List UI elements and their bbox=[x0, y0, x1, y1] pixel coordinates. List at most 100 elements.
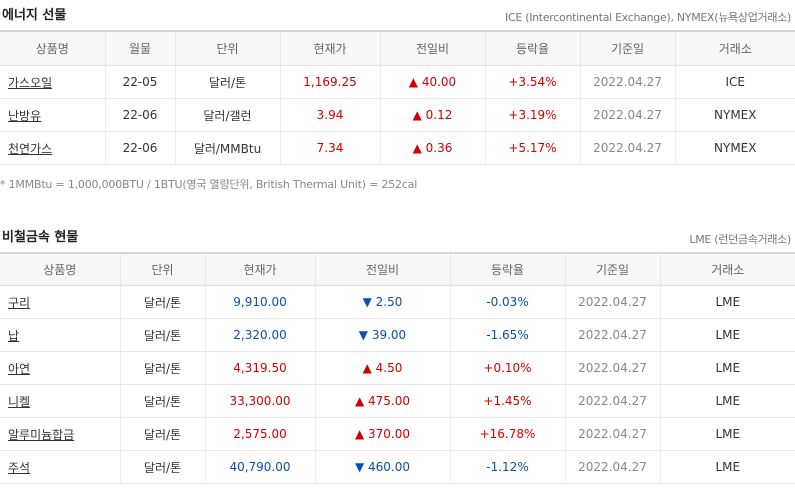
cell-text: LME bbox=[715, 295, 741, 309]
table-cell: 아연 bbox=[0, 351, 120, 385]
table-row: 니켈 달러/톤 33,300.00 ▲ 475.00 +1.45% 2022.04.27 L… bbox=[0, 384, 795, 418]
cell-text: LME bbox=[715, 361, 741, 375]
table-cell: 달러/톤 bbox=[174, 65, 280, 99]
table-cell: +1.45% bbox=[449, 384, 565, 418]
cell-text: NYMEX bbox=[714, 141, 757, 155]
table-row: 가스오일 22-05 달러/톤 1,169.25 ▲ 40.00 +3.54% 2022.0… bbox=[0, 65, 795, 99]
product-link[interactable]: 구리 bbox=[8, 295, 31, 310]
product-link[interactable]: 가스오일 bbox=[8, 75, 53, 90]
table-cell: ICE bbox=[674, 65, 795, 99]
product-link[interactable]: 알루미늄합금 bbox=[8, 427, 75, 442]
table-cell: 9,910.00 bbox=[204, 285, 315, 319]
column-header: 등락율 bbox=[449, 253, 565, 286]
footnote: * 1MMBtu = 1,000,000BTU / 1BTU(영국 열량단위, … bbox=[0, 178, 418, 191]
cell-text: LME bbox=[715, 427, 741, 441]
table-cell: 2022.04.27 bbox=[579, 98, 675, 132]
cell-text: 달러/톤 bbox=[143, 394, 182, 409]
column-header: 전일비 bbox=[314, 253, 450, 286]
product-link[interactable]: 난방유 bbox=[8, 108, 42, 123]
table-cell: 달러/톤 bbox=[119, 318, 205, 352]
energy-table: 상품명 월물 단위 현재가 전일비 등락율 기준일 거래소 가스오일 22-05 달러/톤 1,169… bbox=[0, 30, 795, 165]
cell-text: ▲ 370.00 bbox=[354, 427, 411, 441]
cell-text: -1.12% bbox=[486, 460, 529, 474]
table-cell: 2,320.00 bbox=[204, 318, 315, 352]
table-cell: 달러/MMBtu bbox=[174, 131, 280, 165]
table-cell: NYMEX bbox=[674, 98, 795, 132]
table-cell: 달러/톤 bbox=[119, 285, 205, 319]
cell-text: ▼ 2.50 bbox=[362, 295, 403, 309]
table-row: 난방유 22-06 달러/갤런 3.94 ▲ 0.12 +3.19% 2022.04.27 N… bbox=[0, 98, 795, 132]
table-cell: 달러/톤 bbox=[119, 450, 205, 484]
product-link[interactable]: 천연가스 bbox=[8, 141, 53, 156]
cell-text: 달러/톤 bbox=[143, 460, 182, 475]
cell-text: +3.54% bbox=[508, 75, 557, 89]
column-header: 등락율 bbox=[484, 31, 580, 66]
cell-text: ▼ 460.00 bbox=[354, 460, 411, 474]
table-cell: LME bbox=[659, 285, 795, 319]
table-cell: LME bbox=[659, 417, 795, 451]
cell-text: +1.45% bbox=[483, 394, 532, 408]
table-cell: 납 bbox=[0, 318, 120, 352]
table-cell: NYMEX bbox=[674, 131, 795, 165]
column-header: 월물 bbox=[104, 31, 175, 66]
table-cell: 2022.04.27 bbox=[564, 318, 660, 352]
table-cell: 33,300.00 bbox=[204, 384, 315, 418]
table-cell: 알루미늄합금 bbox=[0, 417, 120, 451]
table-cell: 2022.04.27 bbox=[579, 65, 675, 99]
table-cell: 달러/톤 bbox=[119, 351, 205, 385]
table-cell: 2022.04.27 bbox=[579, 131, 675, 165]
cell-text: 2,320.00 bbox=[233, 328, 287, 342]
cell-text: ▲ 0.12 bbox=[412, 108, 453, 122]
product-link[interactable]: 납 bbox=[8, 328, 20, 343]
table-row: 주석 달러/톤 40,790.00 ▼ 460.00 -1.12% 2022.04.27 L… bbox=[0, 450, 795, 484]
cell-text: 달러/톤 bbox=[208, 75, 247, 90]
cell-text: ▲ 475.00 bbox=[354, 394, 411, 408]
table-cell: 구리 bbox=[0, 285, 120, 319]
section-title: 에너지 선물 bbox=[2, 8, 67, 23]
table-cell: +3.54% bbox=[484, 65, 580, 99]
cell-text: LME bbox=[715, 394, 741, 408]
table-cell: 7.34 bbox=[279, 131, 380, 165]
table-cell: ▼ 39.00 bbox=[314, 318, 450, 352]
cell-text: 22-06 bbox=[122, 108, 158, 122]
column-header: 현재가 bbox=[204, 253, 315, 286]
cell-text: ▲ 40.00 bbox=[408, 75, 457, 89]
table-cell: 22-06 bbox=[104, 98, 175, 132]
column-header: 단위 bbox=[119, 253, 205, 286]
cell-text: 1,169.25 bbox=[303, 75, 357, 89]
table-cell: LME bbox=[659, 384, 795, 418]
cell-text: 달러/MMBtu bbox=[193, 141, 262, 156]
cell-text: +0.10% bbox=[483, 361, 532, 375]
product-link[interactable]: 니켈 bbox=[8, 394, 31, 409]
cell-text: 2022.04.27 bbox=[578, 427, 647, 441]
table-cell: 천연가스 bbox=[0, 131, 105, 165]
table-cell: ▲ 0.36 bbox=[379, 131, 485, 165]
table-cell: 22-06 bbox=[104, 131, 175, 165]
cell-text: NYMEX bbox=[714, 108, 757, 122]
product-link[interactable]: 아연 bbox=[8, 361, 31, 376]
cell-text: ▼ 39.00 bbox=[358, 328, 407, 342]
column-header: 단위 bbox=[174, 31, 280, 66]
cell-text: 달러/톤 bbox=[143, 427, 182, 442]
table-cell: ▲ 40.00 bbox=[379, 65, 485, 99]
table-cell: 달러/톤 bbox=[119, 417, 205, 451]
cell-text: 2022.04.27 bbox=[578, 328, 647, 342]
table-cell: 달러/톤 bbox=[119, 384, 205, 418]
product-link[interactable]: 주석 bbox=[8, 460, 31, 475]
table-cell: +0.10% bbox=[449, 351, 565, 385]
source: ICE (Intercontinental Exchange), NYMEX(뉴… bbox=[505, 11, 791, 24]
table-cell: -1.65% bbox=[449, 318, 565, 352]
column-header: 현재가 bbox=[279, 31, 380, 66]
table-row: 천연가스 22-06 달러/MMBtu 7.34 ▲ 0.36 +5.17% 2022.04… bbox=[0, 131, 795, 165]
cell-text: 4,319.50 bbox=[233, 361, 287, 375]
column-header: 상품명 bbox=[0, 253, 120, 286]
table-cell: -1.12% bbox=[449, 450, 565, 484]
table-cell: 2022.04.27 bbox=[564, 384, 660, 418]
table-cell: +5.17% bbox=[484, 131, 580, 165]
column-header: 거래소 bbox=[674, 31, 795, 66]
table-cell: +16.78% bbox=[449, 417, 565, 451]
cell-text: 달러/톤 bbox=[143, 295, 182, 310]
cell-text: 22-05 bbox=[122, 75, 158, 89]
cell-text: 7.34 bbox=[316, 141, 344, 155]
